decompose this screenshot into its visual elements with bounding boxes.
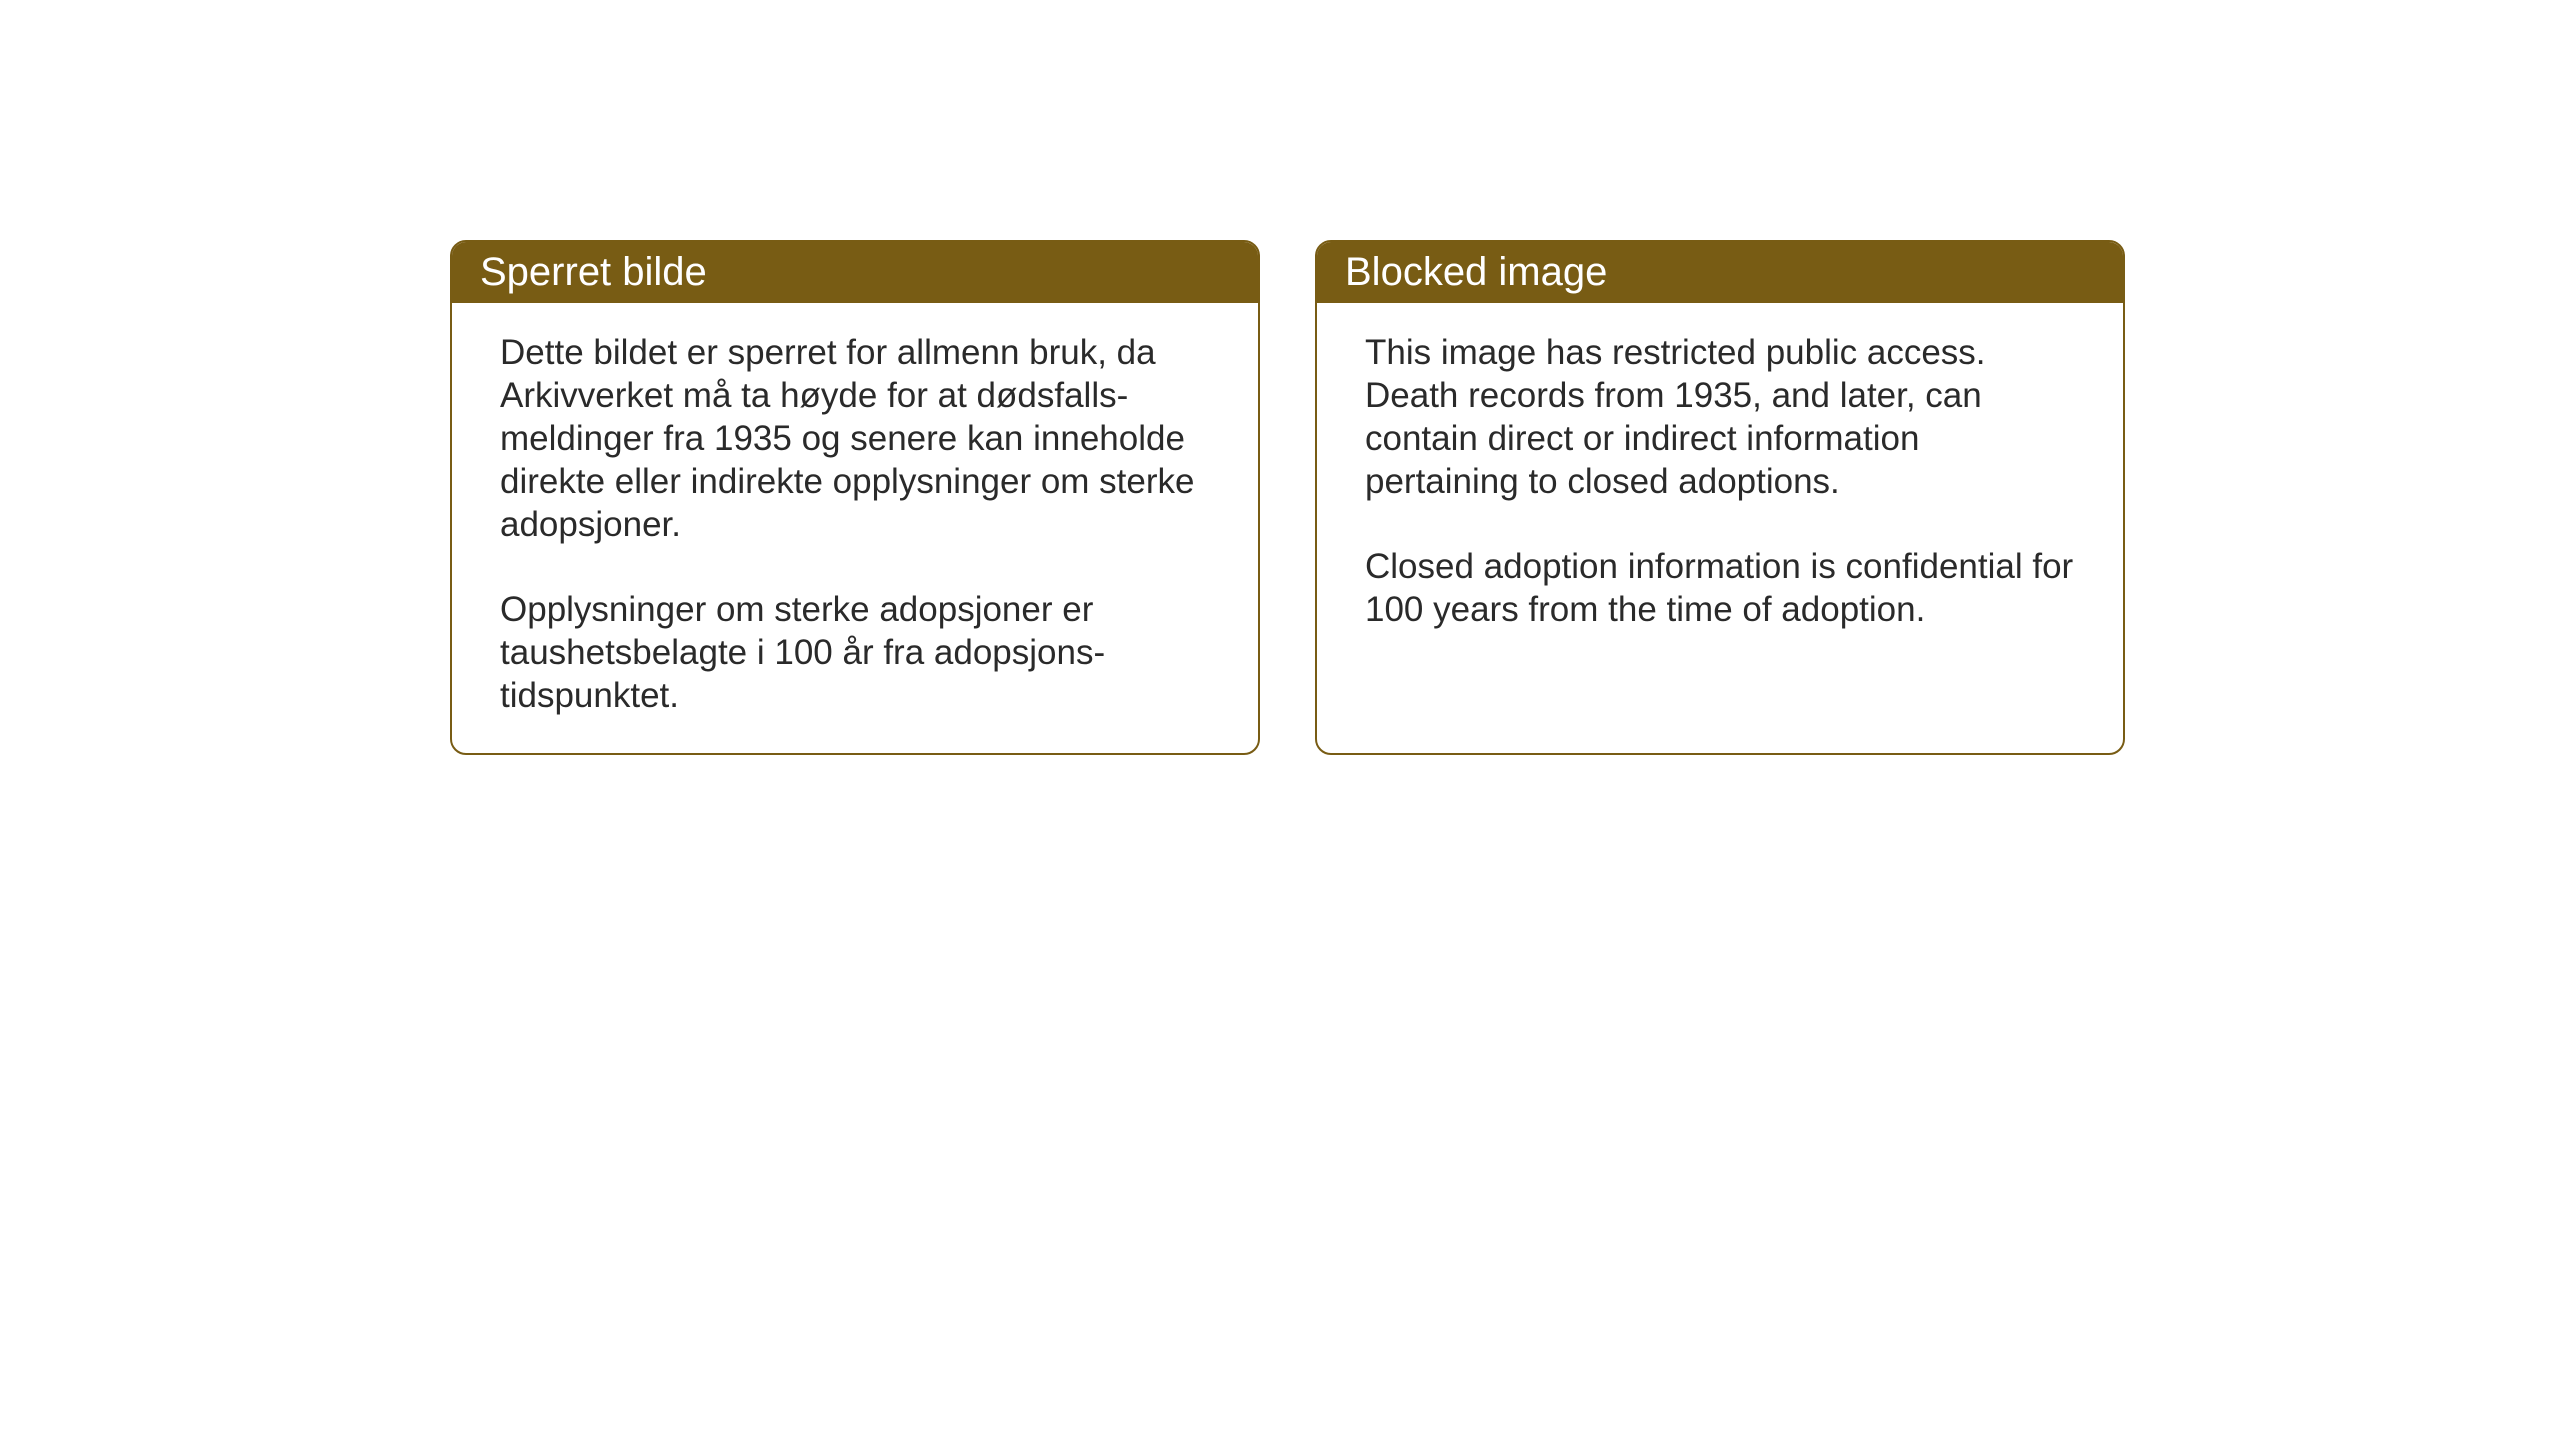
- card-body-english: This image has restricted public access.…: [1317, 303, 2123, 667]
- paragraph-english-2: Closed adoption information is confident…: [1365, 545, 2075, 631]
- notice-card-english: Blocked image This image has restricted …: [1315, 240, 2125, 755]
- notice-card-norwegian: Sperret bilde Dette bildet er sperret fo…: [450, 240, 1260, 755]
- paragraph-norwegian-2: Opplysninger om sterke adopsjoner er tau…: [500, 588, 1210, 717]
- card-body-norwegian: Dette bildet er sperret for allmenn bruk…: [452, 303, 1258, 753]
- card-header-english: Blocked image: [1317, 242, 2123, 303]
- paragraph-english-1: This image has restricted public access.…: [1365, 331, 2075, 503]
- notice-container: Sperret bilde Dette bildet er sperret fo…: [450, 240, 2125, 755]
- card-header-norwegian: Sperret bilde: [452, 242, 1258, 303]
- paragraph-norwegian-1: Dette bildet er sperret for allmenn bruk…: [500, 331, 1210, 546]
